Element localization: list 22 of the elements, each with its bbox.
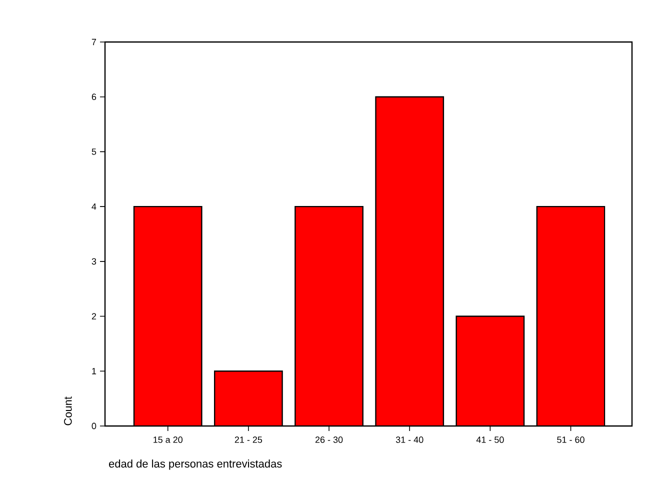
y-tick-label: 3 [92,258,96,265]
y-tick-label: 1 [92,368,96,374]
x-axis-title: edad de las personas entrevistadas [109,460,282,470]
y-tick-label: 7 [92,38,96,46]
x-tick-label: 21 - 25 [234,436,262,443]
x-tick-label: 26 - 30 [315,436,343,443]
y-axis-title: Count [64,396,72,426]
bar [214,371,282,426]
y-tick-label: 0 [92,422,96,430]
x-tick-label: 41 - 50 [476,436,504,443]
y-tick-label: 4 [92,203,96,210]
bar [295,206,363,426]
bar [376,96,444,426]
y-tick-label: 6 [92,94,96,100]
bar [456,316,524,426]
x-tick-label: 51 - 60 [557,436,584,443]
y-tick-label: 5 [92,148,96,155]
bar [536,206,606,426]
x-tick-label: 31 - 40 [396,436,424,443]
x-tick-label: 15 a 20 [154,436,183,443]
bar [134,206,202,426]
y-tick-label: 2 [92,313,96,320]
